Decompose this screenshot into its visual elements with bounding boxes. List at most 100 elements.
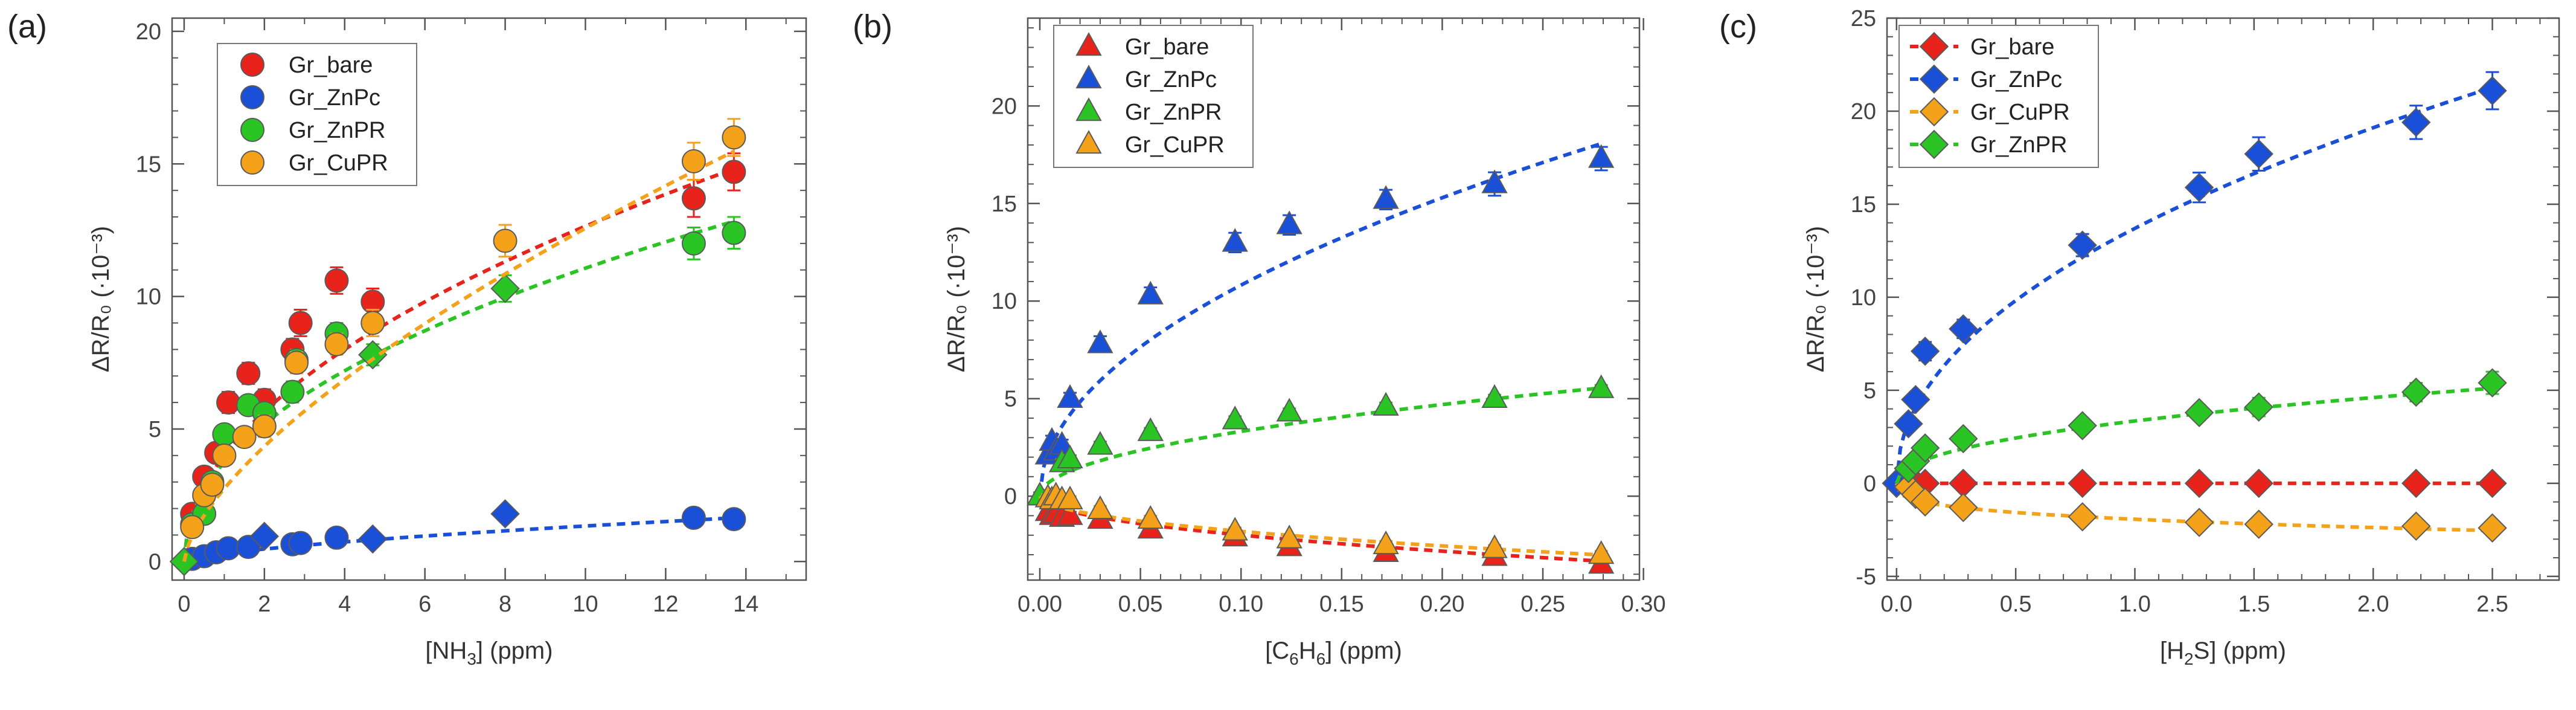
y-tick-label: 20 xyxy=(1851,99,1876,124)
y-tick-label: 5 xyxy=(1863,378,1876,404)
data-point xyxy=(288,311,313,335)
data-point xyxy=(1588,374,1615,398)
fit-curve xyxy=(1038,386,1601,497)
legend-marker xyxy=(240,85,264,109)
data-point xyxy=(2068,230,2097,260)
x-tick-label: 0.05 xyxy=(1118,592,1163,617)
x-axis-title-part: ] (ppm) xyxy=(476,637,553,664)
legend-label: Gr_bare xyxy=(1125,34,1209,60)
x-tick-label: 0.5 xyxy=(2000,592,2032,617)
data-point xyxy=(249,521,280,551)
data-point xyxy=(200,473,225,497)
x-axis-title-part: 2 xyxy=(2184,650,2194,668)
legend-marker xyxy=(240,150,264,175)
legend-label: Gr_CuPR xyxy=(289,150,388,176)
data-point xyxy=(2184,468,2214,499)
legend-marker xyxy=(1075,65,1102,89)
series-gr-cupr xyxy=(1034,482,1615,564)
data-point xyxy=(722,125,746,150)
legend-label: Gr_ZnPR xyxy=(1125,100,1222,125)
data-point xyxy=(681,505,706,530)
data-point xyxy=(1087,329,1113,353)
data-point xyxy=(284,350,309,375)
data-point xyxy=(1588,144,1615,168)
x-axis-title-part: [H xyxy=(2160,637,2184,664)
series-gr-bare xyxy=(180,152,746,562)
data-point xyxy=(358,524,388,554)
data-point xyxy=(2478,76,2507,106)
y-axis-title: ΔR/R₀ (·10⁻³) xyxy=(943,226,970,372)
data-point xyxy=(1276,398,1302,422)
panel-label: (b) xyxy=(853,8,892,45)
data-point xyxy=(2184,508,2214,537)
legend-label: Gr_ZnPc xyxy=(289,85,380,111)
data-point xyxy=(1222,228,1248,252)
y-tick-label: 15 xyxy=(136,152,161,177)
x-axis-title-part: ] (ppm) xyxy=(1325,637,1402,664)
series-gr-bare xyxy=(1034,495,1615,574)
y-tick-label: 15 xyxy=(992,192,1017,217)
legend-label: Gr_ZnPR xyxy=(289,118,385,143)
legend-label: Gr_ZnPc xyxy=(1970,67,2062,92)
data-point xyxy=(216,536,241,561)
data-point xyxy=(722,160,746,184)
data-point xyxy=(2401,468,2431,499)
series-gr-znpc xyxy=(180,499,746,571)
data-point xyxy=(681,231,706,256)
data-point xyxy=(1222,405,1248,430)
fit-curve xyxy=(1038,495,1601,557)
series-gr-znpc xyxy=(1027,141,1615,506)
data-point xyxy=(1276,524,1302,549)
chart-panel-3: 0.0 0.5 1.0 1.5 2.0 2.5 -5 0 5 10 15 20 25 (c) ΔR/R₀ (… xyxy=(1719,6,2560,668)
y-axis-title: ΔR/R₀ (·10⁻³) xyxy=(1802,226,1829,372)
x-tick-label: 2 xyxy=(258,592,271,617)
x-tick-label: 0.0 xyxy=(1880,592,1912,617)
data-point xyxy=(2068,468,2097,499)
fit-curve xyxy=(182,167,735,562)
x-axis-title-part: [C xyxy=(1265,637,1289,664)
data-point xyxy=(358,340,388,370)
chart-panel-2: 0.00 0.05 0.10 0.15 0.20 0.25 0.30 0 5 10 15 20 (b) Δ… xyxy=(853,8,1666,668)
x-axis-title-part: S] (ppm) xyxy=(2194,637,2286,664)
x-tick-label: 6 xyxy=(418,592,431,617)
legend-marker xyxy=(1075,97,1102,121)
x-tick-label: 0.00 xyxy=(1017,592,1062,617)
x-axis-title: [NH3] (ppm) xyxy=(425,637,553,668)
data-point xyxy=(2478,368,2507,398)
series-gr-cupr xyxy=(1894,472,2507,543)
x-tick-label: 2.5 xyxy=(2476,592,2508,617)
data-point xyxy=(2068,411,2097,441)
panel-label: (a) xyxy=(7,8,47,45)
legend-marker xyxy=(1075,130,1102,154)
data-point xyxy=(1481,384,1508,408)
y-tick-label: 15 xyxy=(1851,192,1876,218)
y-tick-label: 5 xyxy=(149,417,161,442)
legend-label: Gr_CuPR xyxy=(1125,132,1225,158)
plot-frame xyxy=(1027,17,1641,581)
data-point xyxy=(2184,173,2214,202)
y-axis-title: ΔR/R₀ (·10⁻³) xyxy=(88,226,114,372)
y-tick-label: 20 xyxy=(136,19,161,45)
legend: Gr_bare Gr_ZnPc Gr_ZnPR Gr_CuPR xyxy=(217,43,417,186)
y-tick-label: 10 xyxy=(136,285,161,310)
legend-marker xyxy=(1919,64,1949,94)
data-point xyxy=(2244,139,2273,169)
data-point xyxy=(490,499,520,529)
x-tick-label: 8 xyxy=(499,592,511,617)
y-tick-label: -5 xyxy=(1856,564,1876,590)
y-tick-label: 25 xyxy=(1851,6,1876,31)
y-tick-label: 0 xyxy=(149,549,161,575)
data-point xyxy=(1137,280,1164,305)
data-point xyxy=(1949,424,1978,454)
chart-panel-1: 0 2 4 6 8 10 12 14 0 5 10 15 20 (a) ΔR/R₀ (·10⁻³) [NH3]… xyxy=(7,8,807,668)
x-tick-label: 0 xyxy=(178,592,190,617)
x-tick-label: 0.25 xyxy=(1520,592,1565,617)
data-point xyxy=(212,443,237,468)
y-tick-label: 10 xyxy=(992,289,1017,314)
x-axis-title: [C6H6] (ppm) xyxy=(1265,637,1402,668)
data-point xyxy=(1057,485,1083,509)
data-point xyxy=(252,414,277,439)
data-point xyxy=(2068,502,2097,532)
data-point xyxy=(722,221,746,245)
plot-frame xyxy=(171,17,807,581)
